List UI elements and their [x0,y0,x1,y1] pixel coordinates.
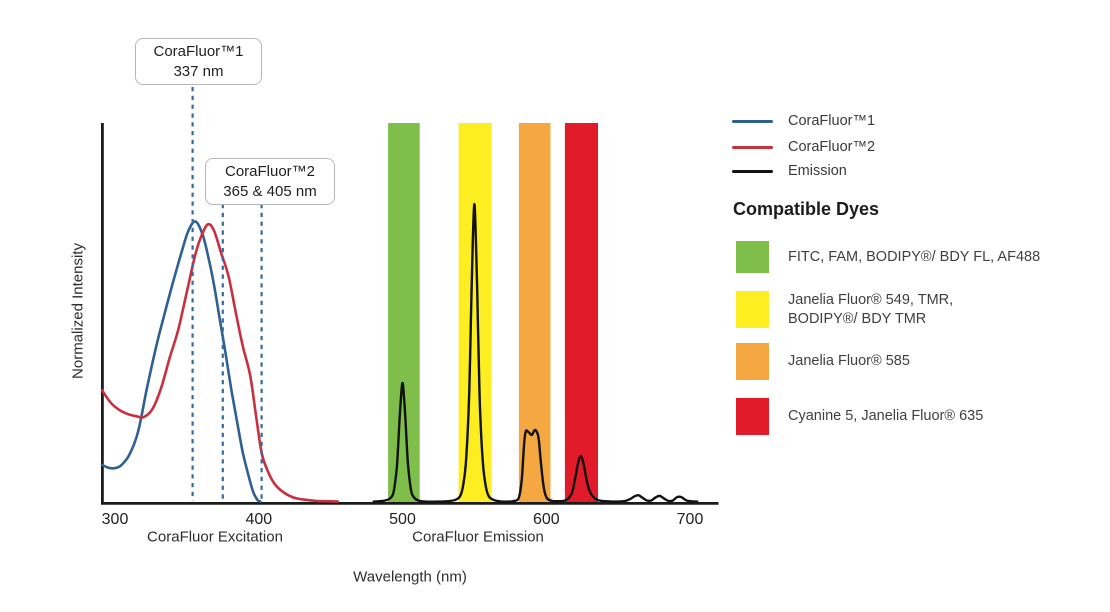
x-tick-label: 300 [102,511,129,528]
dye-item: Janelia Fluor® 585 [736,343,910,380]
chart-area: 300 400 500 600 700 [100,87,719,528]
dye-band-red [564,123,598,503]
dye-label-line: FITC, FAM, BODIPY®/ BDY FL, AF488 [788,248,1041,265]
annotation-text-line: CoraFluor™2 [224,162,316,180]
dye-color-swatch [736,291,769,328]
dye-label: Cyanine 5, Janelia Fluor® 635 [788,407,983,426]
axes [101,123,719,505]
legend-item-label: CoraFluor™2 [788,139,876,155]
x-tick-label: 600 [533,511,560,528]
annotation-text-line: 365 & 405 nm [223,182,317,200]
dye-label-line: Janelia Fluor® 549, TMR, [788,291,954,308]
dye-label: Janelia Fluor® 549, TMR, BODIPY®/ BDY TMR [788,291,953,329]
dye-item: Cyanine 5, Janelia Fluor® 635 [736,398,983,435]
dye-label-line: Cyanine 5, Janelia Fluor® 635 [788,408,984,424]
excitation-curve-corafluor2 [100,222,340,503]
annotation-text-line: 337 nm [173,62,224,80]
annotation-box-corafluor1: CoraFluor™1 337 nm [135,38,262,85]
emission-curve [372,202,699,503]
legend-item-label: Emission [788,163,847,179]
compatible-dyes-heading: Compatible Dyes [733,199,880,219]
emission-section-label: CoraFluor Emission [412,528,544,546]
legend-item: CoraFluor™1 [732,113,875,129]
legend-item: Emission [732,163,847,179]
legend-item: CoraFluor™2 [732,139,875,155]
excitation-section-label: CoraFluor Excitation [147,528,283,546]
dye-band-yellow [458,123,492,503]
x-tick-label: 400 [245,511,272,528]
dye-item: FITC, FAM, BODIPY®/ BDY FL, AF488 [736,241,1040,273]
legend-line-swatch [732,169,773,173]
y-axis-label: Normalized Intensity [69,243,87,379]
dye-color-swatch [736,398,769,435]
dye-label-line: BODIPY®/ BDY TMR [788,310,927,327]
legend-line-swatch [732,119,773,123]
legend-item-label: CoraFluor™1 [788,113,876,129]
dye-label: Janelia Fluor® 585 [788,352,910,371]
dye-color-swatch [736,241,769,273]
x-tick-label: 700 [677,511,704,528]
excitation-curve-corafluor1 [100,220,262,503]
legend-panel: CoraFluor™1 CoraFluor™2 Emission Compatibl… [732,0,1110,612]
dye-band-green [388,123,420,503]
dye-label-line: Janelia Fluor® 585 [788,353,910,369]
annotation-text-line: CoraFluor™1 [153,42,244,60]
x-tick-label: 500 [389,511,416,528]
dye-label: FITC, FAM, BODIPY®/ BDY FL, AF488 [788,248,1040,267]
dye-item: Janelia Fluor® 549, TMR, BODIPY®/ BDY TMR [736,291,953,328]
dye-color-swatch [736,343,769,380]
legend-line-swatch [732,145,773,149]
x-axis-label: Wavelength (nm) [353,568,467,586]
annotation-box-corafluor2: CoraFluor™2 365 & 405 nm [205,158,335,205]
